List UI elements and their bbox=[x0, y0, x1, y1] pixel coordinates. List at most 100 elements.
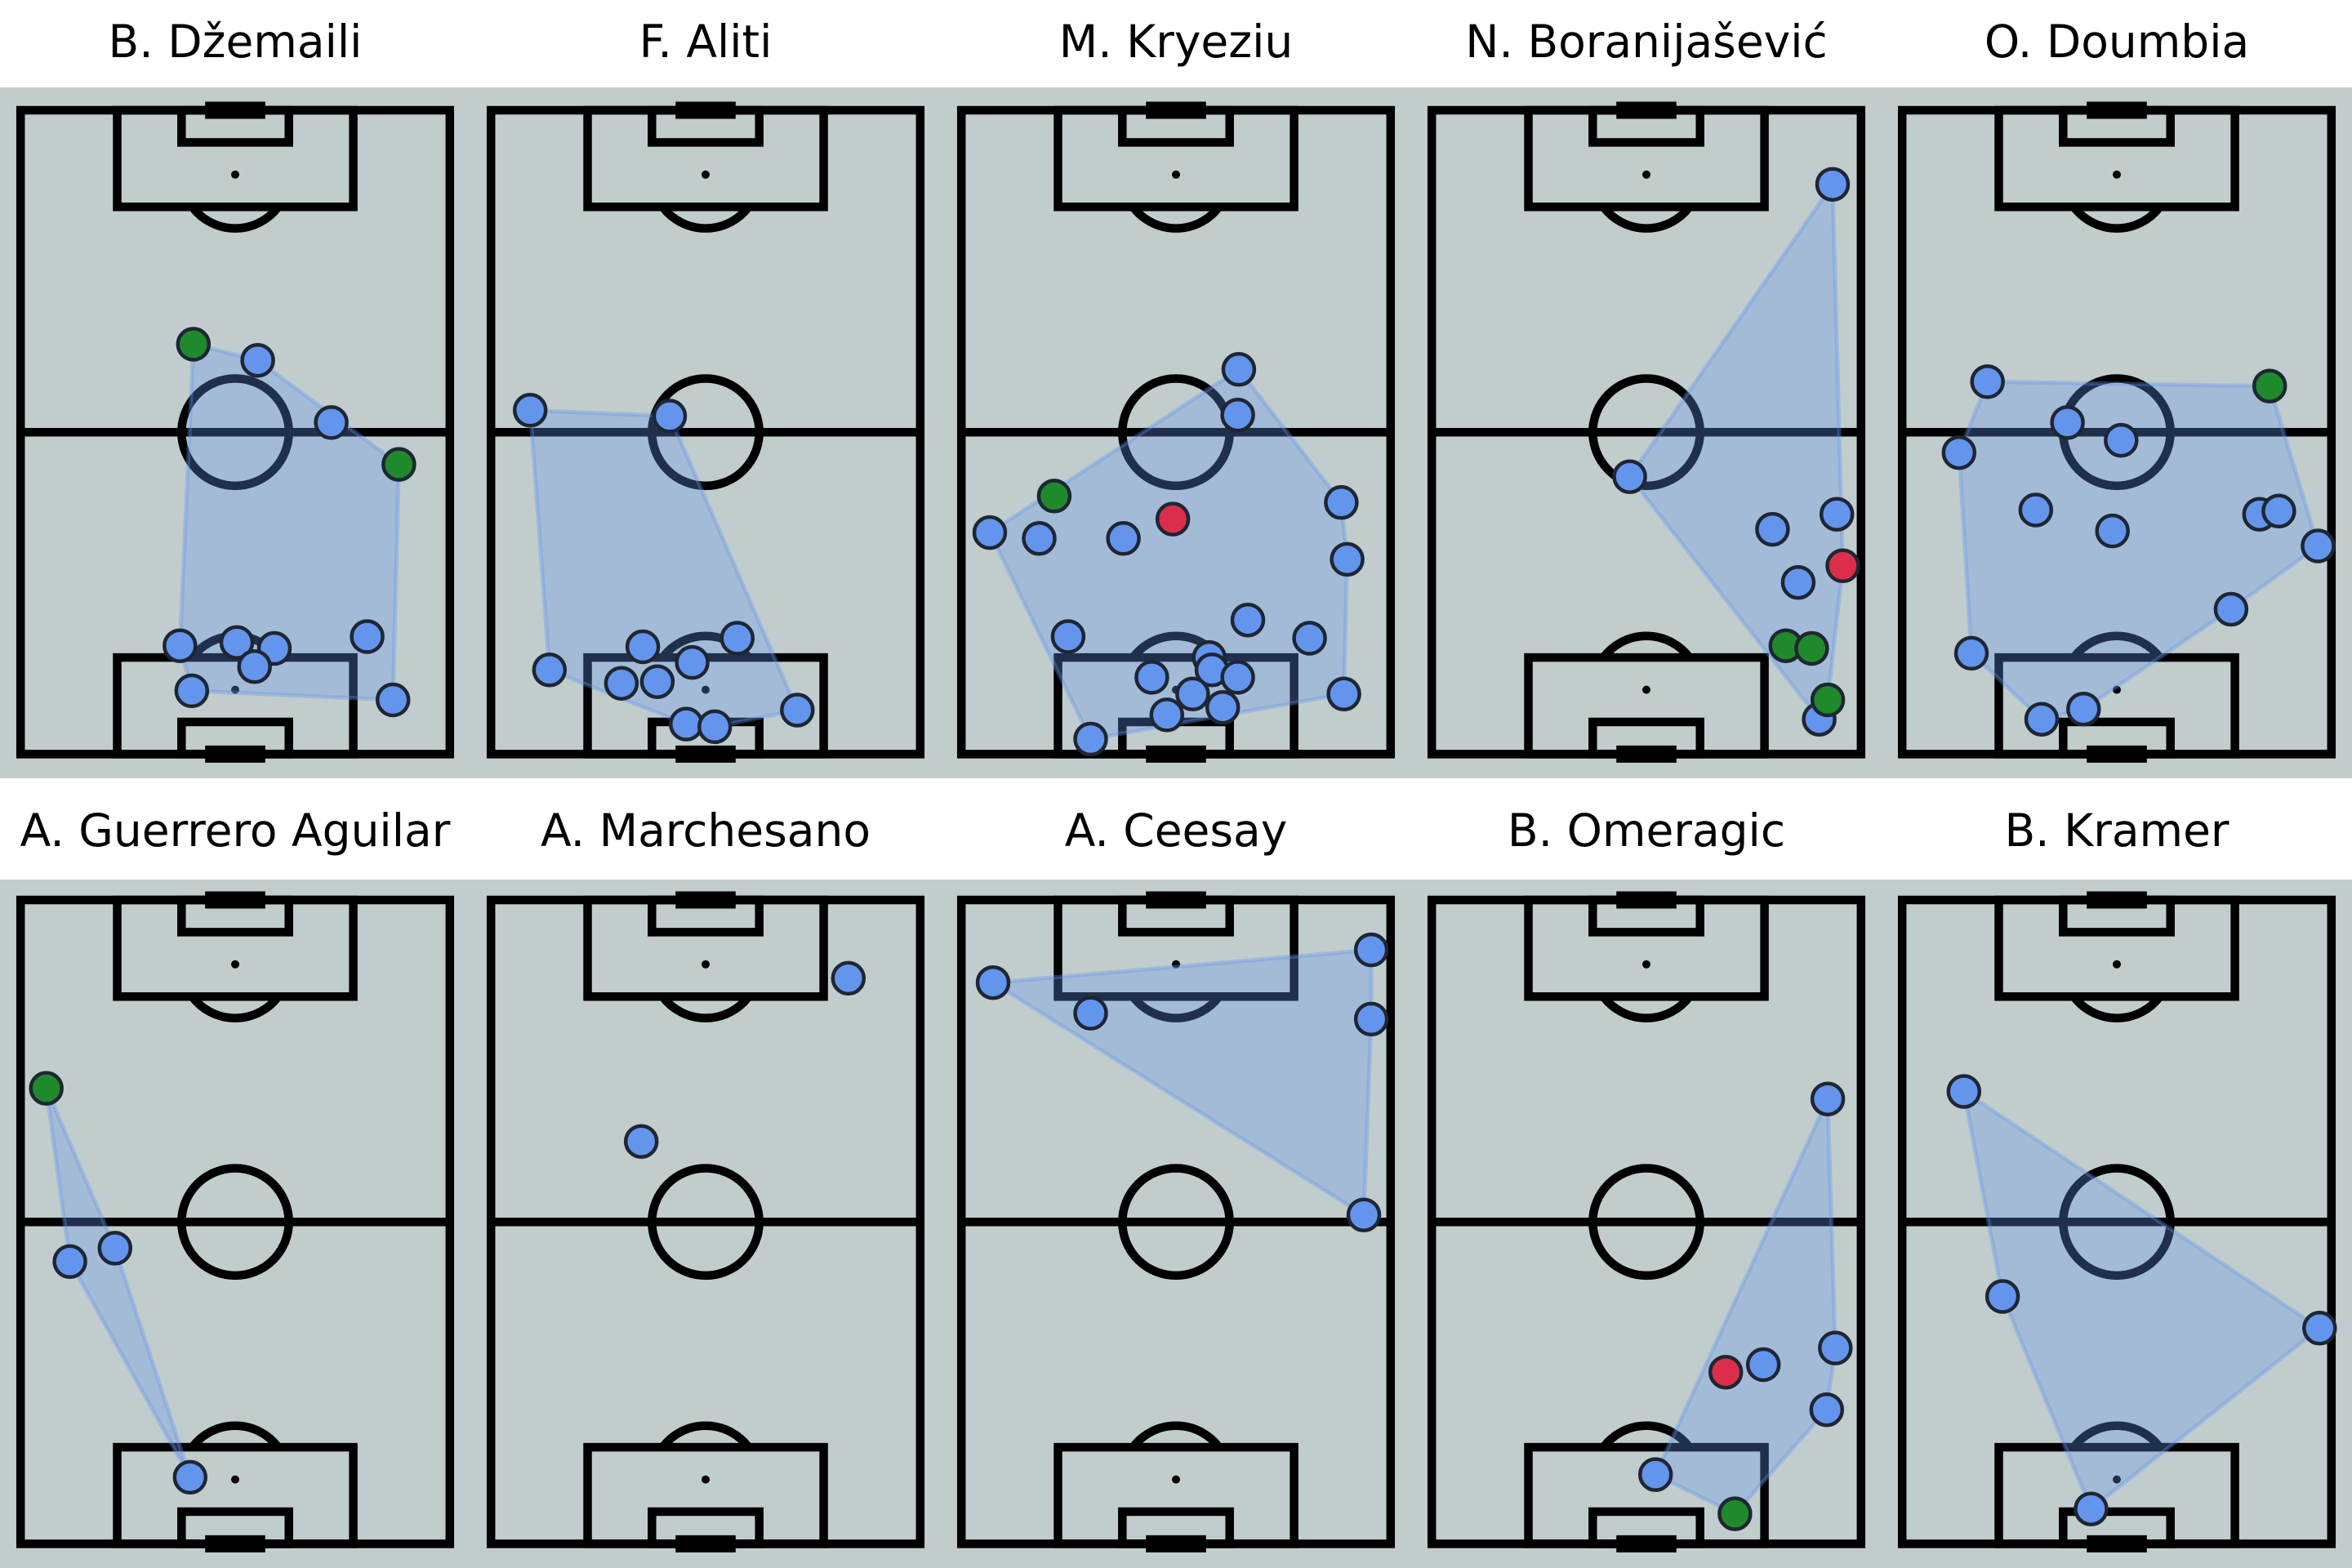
penalty-spot-bottom bbox=[702, 685, 710, 694]
data-point bbox=[1324, 485, 1359, 520]
penalty-arc-bottom bbox=[189, 1421, 282, 1450]
data-point bbox=[2213, 591, 2249, 627]
center-spot bbox=[2113, 1218, 2121, 1227]
data-point bbox=[1755, 511, 1790, 547]
center-spot bbox=[702, 1218, 710, 1227]
data-point bbox=[1809, 1392, 1845, 1428]
penalty-spot-bottom bbox=[1172, 1475, 1180, 1484]
data-point bbox=[1780, 564, 1816, 600]
center-circle bbox=[648, 1164, 764, 1281]
data-point bbox=[1155, 501, 1191, 537]
goal-bottom bbox=[675, 1535, 736, 1552]
goal-top bbox=[1146, 891, 1206, 909]
center-circle bbox=[1118, 1164, 1234, 1281]
penalty-arc-top bbox=[189, 994, 282, 1022]
pitch-panel bbox=[956, 891, 1396, 1552]
data-point bbox=[1134, 660, 1169, 695]
data-point bbox=[2024, 702, 2060, 737]
data-point bbox=[604, 666, 639, 701]
data-point bbox=[350, 619, 385, 654]
data-point bbox=[381, 447, 416, 482]
data-point bbox=[1810, 682, 1846, 718]
data-point bbox=[1815, 167, 1851, 202]
data-point bbox=[375, 682, 411, 718]
penalty-arc-top bbox=[659, 994, 752, 1022]
penalty-spot-top bbox=[1642, 960, 1650, 969]
penalty-spot-bottom bbox=[702, 1475, 710, 1484]
goal-top bbox=[675, 101, 736, 119]
data-point bbox=[2252, 368, 2287, 403]
penalty-arc-bottom bbox=[1129, 1421, 1223, 1450]
panel-title: A. Guerrero Aguilar bbox=[20, 804, 451, 857]
data-point bbox=[1346, 1197, 1382, 1232]
data-point bbox=[1220, 660, 1255, 695]
data-point bbox=[2050, 405, 2085, 440]
penalty-arc-top bbox=[2070, 994, 2163, 1022]
goal-bottom bbox=[1146, 1535, 1206, 1552]
penalty-spot-bottom bbox=[1642, 685, 1650, 694]
panel-titles: B. Džemaili F. Aliti M. Kryeziu N. Boran… bbox=[20, 16, 2250, 857]
data-point bbox=[1819, 497, 1855, 532]
panel-title: O. Doumbia bbox=[1984, 16, 2249, 68]
data-points bbox=[623, 960, 866, 1159]
center-spot bbox=[231, 428, 239, 437]
pitch-panel bbox=[486, 891, 925, 1552]
penalty-spot-top bbox=[231, 960, 239, 969]
panel-title: A. Marchesano bbox=[541, 804, 871, 857]
panel-title: M. Kryeziu bbox=[1059, 16, 1294, 68]
data-point bbox=[2066, 691, 2101, 727]
data-point bbox=[1175, 676, 1210, 712]
data-point bbox=[669, 706, 704, 742]
penalty-arc-top bbox=[189, 204, 282, 233]
penalty-arc-bottom bbox=[659, 1421, 752, 1450]
goal-top bbox=[205, 101, 265, 119]
center-spot bbox=[1172, 428, 1180, 437]
data-point bbox=[1941, 434, 1977, 470]
penalty-arc-bottom bbox=[1600, 631, 1693, 661]
center-circle bbox=[1118, 374, 1234, 491]
center-spot bbox=[1642, 428, 1650, 437]
pitch-spots bbox=[702, 170, 710, 694]
penalty-arc-top bbox=[1129, 204, 1223, 233]
data-point bbox=[1818, 1330, 1853, 1365]
penalty-arc-top bbox=[1600, 994, 1693, 1022]
data-point bbox=[172, 1459, 208, 1495]
data-point bbox=[512, 393, 548, 428]
panel-title: B. Džemaili bbox=[109, 16, 363, 68]
pitch-spots bbox=[1172, 960, 1180, 1484]
penalty-spot-bottom bbox=[2113, 685, 2121, 694]
data-point bbox=[1330, 541, 1365, 577]
data-point bbox=[1292, 621, 1327, 656]
penalty-arc-bottom bbox=[1600, 1421, 1693, 1450]
penalty-spot-top bbox=[702, 170, 710, 179]
center-circle bbox=[1588, 374, 1704, 491]
pitch-panel bbox=[1427, 891, 1866, 1552]
penalty-spot-top bbox=[1172, 170, 1180, 179]
data-point bbox=[1970, 364, 2005, 399]
data-point bbox=[1221, 352, 1257, 387]
penalty-spot-bottom bbox=[231, 685, 239, 694]
goal-bottom bbox=[1146, 745, 1206, 763]
data-point bbox=[2018, 492, 2054, 528]
data-point bbox=[1073, 721, 1108, 757]
data-points bbox=[29, 1071, 208, 1495]
data-point bbox=[1106, 521, 1141, 556]
data-point bbox=[1953, 635, 1989, 671]
data-point bbox=[174, 673, 210, 709]
data-point bbox=[1326, 676, 1361, 712]
data-point bbox=[2095, 513, 2130, 549]
penalty-arc-bottom bbox=[2070, 631, 2163, 661]
data-point bbox=[2104, 422, 2139, 458]
data-point bbox=[625, 629, 661, 665]
goal-top bbox=[2087, 101, 2147, 119]
pitch-spots bbox=[2113, 960, 2121, 1484]
data-points bbox=[1946, 1074, 2337, 1526]
data-points bbox=[1637, 1081, 1853, 1531]
data-point bbox=[972, 514, 1008, 550]
data-point bbox=[1353, 932, 1389, 968]
data-point bbox=[314, 405, 349, 440]
data-point bbox=[719, 621, 755, 656]
penalty-arc-top bbox=[2070, 204, 2163, 233]
data-points bbox=[163, 327, 416, 718]
center-circle bbox=[2059, 1164, 2175, 1281]
